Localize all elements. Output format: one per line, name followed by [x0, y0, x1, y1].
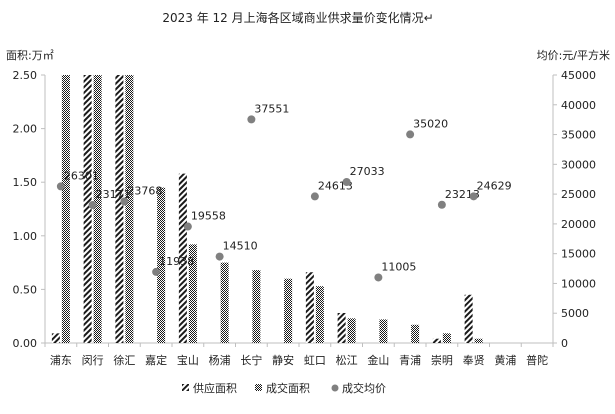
- price-label: 23171: [96, 188, 131, 201]
- price-point: [342, 178, 351, 187]
- supply-bar: [305, 272, 314, 343]
- price-label: 35020: [413, 117, 448, 130]
- legend-supply-swatch: [182, 384, 189, 391]
- chart-title: 2023 年 12 月上海各区域商业供求量价变化情况↵: [162, 10, 433, 25]
- deal-bar: [474, 338, 483, 343]
- deal-bar: [442, 333, 451, 343]
- left-tick-label: 2.50: [13, 69, 38, 82]
- legend-deal-label: 成交面积: [266, 381, 310, 395]
- category-label: 闵行: [82, 353, 104, 367]
- points: 2630123171237681193819558145103755124613…: [56, 102, 512, 282]
- right-tick-label: 40000: [561, 99, 596, 112]
- price-label: 11938: [159, 255, 194, 268]
- price-label: 19558: [191, 210, 226, 223]
- price-point: [88, 201, 97, 210]
- right-tick-label: 0: [561, 337, 568, 350]
- deal-bar: [93, 75, 102, 343]
- supply-bar: [337, 312, 346, 343]
- supply-bar: [115, 75, 124, 343]
- category-label: 嘉定: [145, 353, 167, 367]
- category-label: 普陀: [526, 353, 548, 367]
- left-tick-label: 0.50: [13, 283, 38, 296]
- price-label: 37551: [254, 102, 289, 115]
- price-label: 26301: [64, 169, 99, 182]
- deal-bar: [125, 75, 134, 343]
- category-label: 松江: [336, 353, 358, 367]
- price-point: [406, 130, 415, 139]
- supply-bar: [51, 333, 60, 343]
- price-point: [247, 115, 256, 124]
- right-tick-label: 45000: [561, 69, 596, 82]
- right-tick-label: 35000: [561, 129, 596, 142]
- category-label: 崇明: [431, 354, 453, 367]
- bars: [51, 75, 483, 343]
- legend: 供应面积 成交面积 成交均价: [182, 381, 386, 395]
- category-label: 杨浦: [209, 353, 231, 367]
- price-point: [183, 222, 192, 231]
- price-point: [310, 192, 319, 201]
- supply-bar: [464, 294, 473, 343]
- right-tick-label: 5000: [561, 307, 589, 320]
- left-tick-label: 1.00: [13, 230, 38, 243]
- legend-deal-swatch: [255, 384, 262, 391]
- price-point: [469, 192, 478, 201]
- legend-price-label: 成交均价: [342, 381, 386, 395]
- right-tick-label: 20000: [561, 218, 596, 231]
- deal-bar: [315, 286, 324, 343]
- category-label: 徐汇: [113, 353, 135, 367]
- legend-supply-label: 供应面积: [193, 381, 237, 395]
- right-tick-label: 30000: [561, 158, 596, 171]
- category-label: 虹口: [304, 354, 326, 367]
- deal-bar: [284, 278, 293, 343]
- right-tick-label: 15000: [561, 248, 596, 261]
- supply-bar: [83, 75, 92, 343]
- category-label: 浦东: [50, 354, 72, 367]
- deal-bar: [188, 244, 197, 343]
- category-label: 黄浦: [494, 353, 516, 367]
- price-point: [152, 267, 161, 276]
- price-label: 27033: [350, 165, 385, 178]
- left-axis-label: 面积:万㎡: [6, 49, 54, 62]
- deal-bar: [157, 187, 166, 343]
- category-label: 青浦: [399, 354, 421, 367]
- left-tick-label: 0.00: [13, 337, 38, 350]
- category-label: 金山: [367, 353, 389, 367]
- supply-bar: [178, 173, 187, 343]
- right-tick-label: 25000: [561, 188, 596, 201]
- price-point: [374, 273, 383, 282]
- deal-bar: [347, 318, 356, 343]
- price-label: 14510: [223, 240, 258, 253]
- category-label: 静安: [272, 353, 294, 367]
- deal-bar: [220, 262, 229, 343]
- category-label: 长宁: [240, 353, 262, 367]
- price-label: 24629: [477, 179, 512, 192]
- right-tick-label: 10000: [561, 277, 596, 290]
- axes: 0.00 0.50 1.00 1.50 2.00 2.50 0 5000 10000 15000 2…: [13, 69, 597, 367]
- price-label: 23768: [127, 184, 162, 197]
- category-label: 宝山: [177, 353, 199, 367]
- price-point: [437, 200, 446, 209]
- price-label: 11005: [381, 260, 416, 273]
- supply-bar: [432, 338, 441, 343]
- deal-bar: [411, 324, 420, 343]
- category-label: 奉贤: [463, 353, 485, 367]
- price-point: [56, 182, 65, 191]
- deal-bar: [61, 75, 70, 343]
- left-tick-label: 1.50: [13, 176, 38, 189]
- deal-bar: [252, 270, 261, 343]
- deal-bar: [379, 319, 388, 343]
- left-tick-label: 2.00: [13, 123, 38, 136]
- legend-price-swatch: [331, 384, 339, 392]
- price-point: [120, 197, 129, 206]
- right-axis-label: 均价:元/平方米: [537, 48, 610, 62]
- price-point: [215, 252, 224, 261]
